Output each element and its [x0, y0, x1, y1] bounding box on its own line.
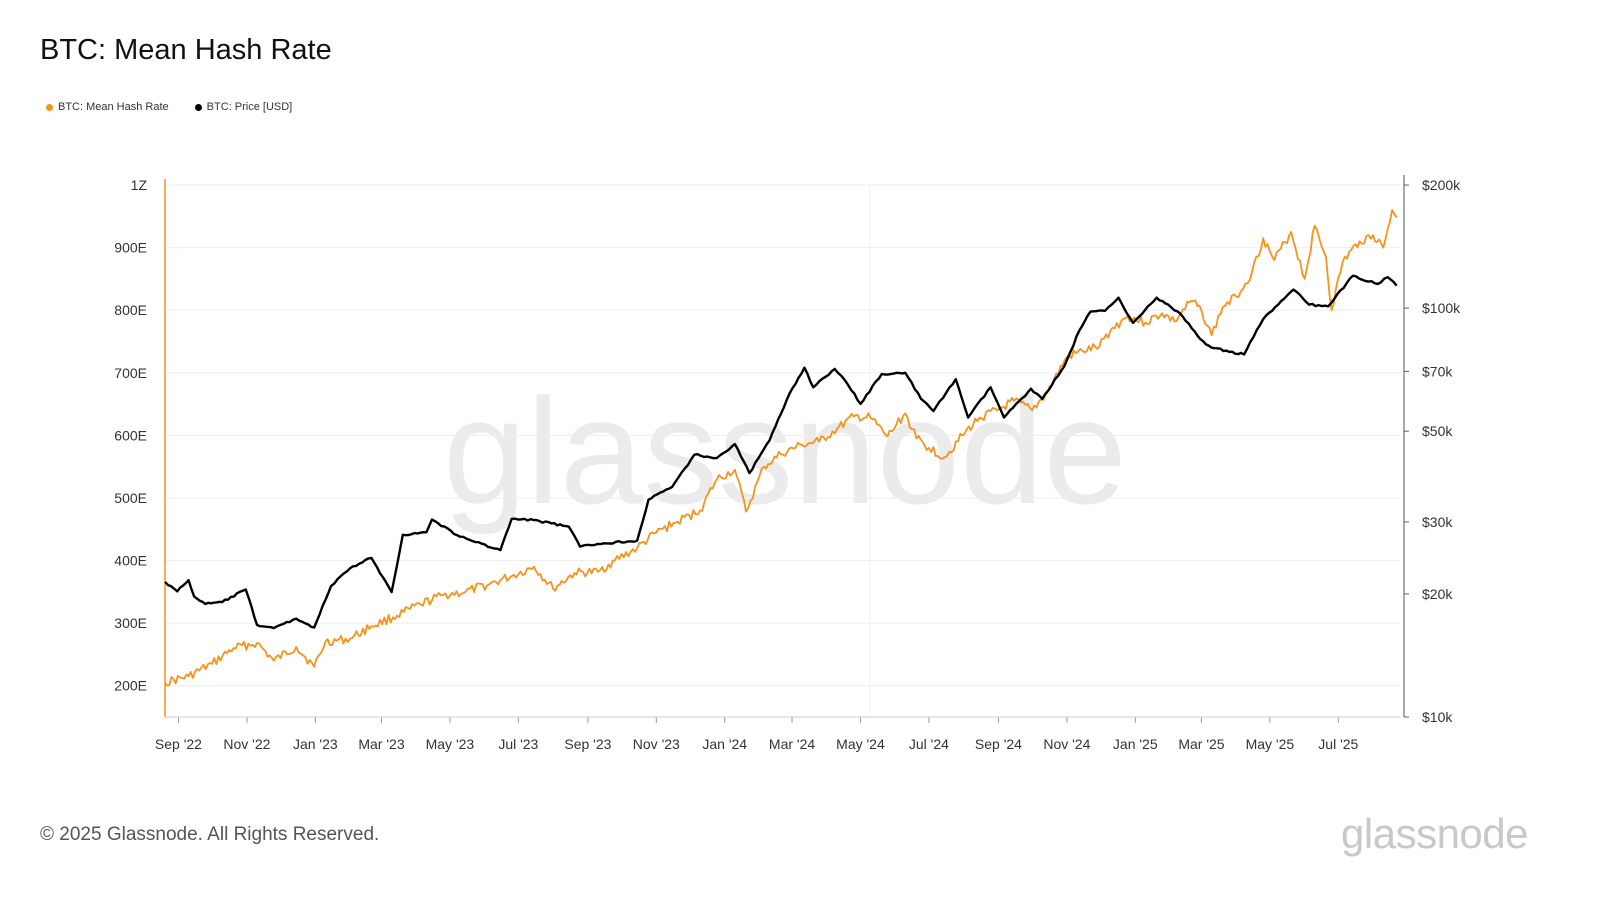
- x-tick-label: Jul '23: [498, 736, 538, 752]
- legend-label-hashrate: BTC: Mean Hash Rate: [58, 101, 169, 113]
- x-tick-label: Jul '24: [909, 736, 949, 752]
- watermark-text: glassnode: [443, 367, 1127, 535]
- legend-dot-hashrate: [46, 103, 53, 111]
- axes: [164, 175, 1409, 723]
- chart-title: BTC: Mean Hash Rate: [40, 34, 332, 66]
- y-right-tick-label: $200k: [1422, 177, 1461, 193]
- x-tick-label: Mar '23: [358, 736, 404, 752]
- copyright-footer: © 2025 Glassnode. All Rights Reserved.: [40, 824, 380, 845]
- hashrate-line: [164, 209, 1398, 687]
- price-line: [164, 274, 1398, 630]
- legend: BTC: Mean Hash Rate BTC: Price [USD]: [46, 101, 292, 113]
- x-tick-label: Sep '22: [155, 736, 202, 752]
- x-tick-label: Sep '24: [975, 736, 1022, 752]
- x-tick-label: Nov '22: [223, 736, 270, 752]
- y-left-tick-label: 600E: [114, 427, 147, 443]
- y-right-tick-label: $50k: [1422, 423, 1453, 439]
- legend-item-price[interactable]: BTC: Price [USD]: [194, 101, 293, 113]
- y-left-tick-label: 900E: [114, 240, 147, 256]
- x-tick-label: Nov '23: [633, 736, 680, 752]
- y-left-tick-label: 700E: [114, 365, 147, 381]
- grid-lines: [165, 184, 1400, 717]
- y-right-tick-label: $70k: [1422, 363, 1453, 379]
- x-tick-label: Mar '24: [769, 736, 815, 752]
- x-tick-label: Jan '24: [702, 736, 747, 752]
- legend-label-price: BTC: Price [USD]: [206, 101, 293, 113]
- y-right-tick-label: $10k: [1422, 709, 1453, 725]
- x-tick-label: May '25: [1246, 736, 1295, 752]
- y-left-tick-label: 800E: [114, 302, 147, 318]
- legend-dot-price: [194, 103, 202, 111]
- y-right-tick-label: $20k: [1422, 586, 1453, 602]
- series-group: [164, 209, 1398, 687]
- y-left-tick-label: 200E: [114, 678, 147, 694]
- x-tick-label: Jul '25: [1318, 736, 1358, 752]
- y-left-tick-label: 400E: [114, 553, 147, 569]
- y-right-tick-label: $100k: [1422, 300, 1461, 316]
- x-tick-label: Sep '23: [564, 736, 611, 752]
- y-right-tick-label: $30k: [1422, 514, 1453, 530]
- x-tick-label: Jan '23: [293, 736, 338, 752]
- x-tick-label: Jan '25: [1113, 736, 1158, 752]
- y-left-tick-label: 500E: [114, 490, 147, 506]
- glassnode-logo: glassnode: [1341, 810, 1528, 857]
- y-left-tick-label: 1Z: [131, 177, 148, 193]
- tick-labels: 200E 300E 400E 500E 600E 700E 800E 900E 1Z $10k $2…: [114, 177, 1461, 752]
- x-tick-label: Nov '24: [1043, 736, 1090, 752]
- x-tick-label: May '23: [426, 736, 475, 752]
- legend-item-hashrate[interactable]: BTC: Mean Hash Rate: [46, 101, 169, 113]
- y-left-tick-label: 300E: [114, 615, 147, 631]
- x-tick-label: Mar '25: [1178, 736, 1224, 752]
- x-tick-label: May '24: [836, 736, 885, 752]
